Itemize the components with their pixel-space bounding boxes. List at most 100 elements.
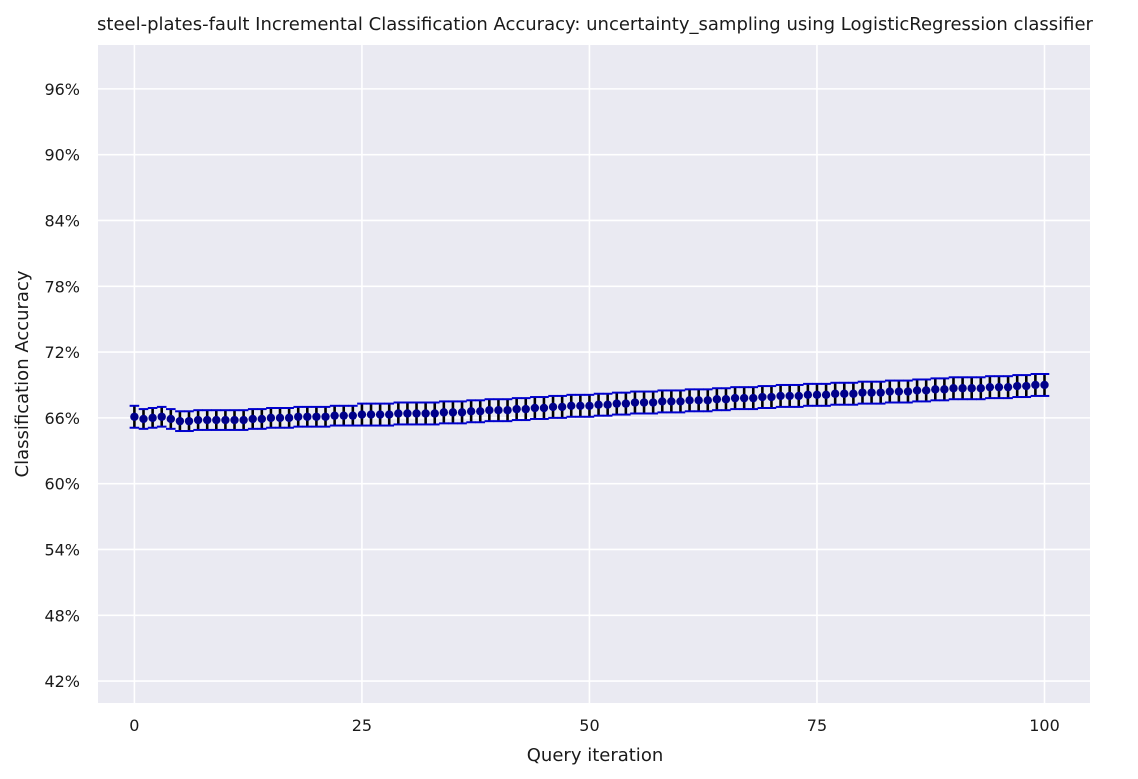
data-point	[221, 415, 230, 425]
data-point	[394, 409, 403, 418]
y-tick-label: 90%	[44, 146, 80, 165]
data-point	[412, 409, 421, 418]
data-point	[139, 414, 148, 424]
data-point	[785, 391, 794, 401]
data-point	[457, 408, 467, 417]
data-point	[503, 405, 512, 415]
data-point	[294, 412, 303, 421]
data-point	[621, 399, 631, 408]
data-point	[821, 390, 831, 400]
data-point	[703, 396, 712, 405]
data-point	[1022, 381, 1031, 391]
data-point	[985, 382, 995, 392]
data-point	[676, 397, 685, 406]
data-point	[421, 409, 430, 418]
data-point	[485, 405, 494, 415]
data-point	[193, 415, 203, 425]
data-point	[530, 403, 540, 413]
y-tick-label: 54%	[44, 540, 80, 559]
data-point	[648, 398, 658, 407]
data-point	[903, 387, 913, 396]
data-point	[275, 413, 285, 423]
data-point	[603, 400, 612, 409]
data-point	[184, 416, 194, 426]
data-point	[967, 384, 976, 393]
data-point	[476, 407, 485, 416]
data-point	[385, 410, 394, 419]
data-point	[284, 413, 294, 423]
chart-title: steel-plates-fault Incremental Classific…	[97, 14, 1094, 35]
data-point	[894, 387, 904, 396]
x-tick-label: 0	[129, 716, 139, 735]
data-point	[767, 392, 776, 402]
data-point	[776, 391, 785, 401]
data-point	[840, 389, 849, 398]
data-point	[921, 386, 931, 395]
data-point	[539, 403, 549, 413]
data-point	[567, 401, 576, 411]
data-point	[512, 404, 521, 414]
data-point	[830, 389, 840, 398]
data-point	[958, 384, 967, 393]
data-point	[230, 415, 239, 425]
data-point	[876, 388, 885, 397]
data-point	[366, 410, 376, 419]
data-point	[548, 402, 558, 412]
data-point	[403, 409, 412, 418]
data-point	[1031, 380, 1040, 390]
data-point	[976, 384, 985, 393]
data-point	[1003, 382, 1013, 392]
data-point	[612, 399, 621, 408]
data-point	[812, 390, 822, 400]
data-point	[130, 412, 139, 421]
data-point	[739, 393, 749, 403]
data-point	[667, 397, 676, 406]
data-point	[148, 413, 157, 423]
data-point	[940, 385, 949, 394]
data-point	[430, 409, 439, 418]
data-point	[494, 405, 503, 415]
data-point	[749, 393, 758, 403]
data-point	[721, 395, 731, 404]
x-axis-label: Query iteration	[527, 745, 663, 766]
y-tick-label: 84%	[44, 211, 80, 230]
data-point	[212, 415, 221, 425]
data-point	[348, 411, 358, 420]
data-point	[758, 392, 767, 402]
data-point	[312, 412, 321, 421]
data-point	[849, 389, 858, 398]
data-point	[239, 415, 248, 425]
plot-area	[98, 45, 1090, 703]
data-point	[912, 386, 922, 395]
data-point	[266, 413, 276, 423]
data-point	[576, 401, 585, 411]
data-point	[594, 400, 603, 409]
data-point	[630, 398, 640, 407]
data-point	[794, 391, 803, 401]
data-point	[157, 412, 166, 421]
data-point	[439, 408, 449, 417]
data-point	[694, 396, 703, 405]
data-point	[994, 382, 1004, 392]
data-point	[448, 408, 458, 417]
data-point	[357, 410, 367, 419]
data-point	[303, 412, 312, 421]
y-axis-label: Classification Accuracy	[12, 270, 33, 477]
data-point	[803, 390, 813, 400]
y-tick-label: 78%	[44, 277, 80, 296]
data-point	[730, 393, 740, 403]
data-point	[321, 412, 330, 421]
data-point	[685, 396, 694, 405]
data-point	[166, 414, 176, 424]
data-point	[639, 398, 649, 407]
data-point	[521, 404, 530, 414]
data-point	[330, 411, 339, 420]
x-tick-label: 25	[352, 716, 372, 735]
x-tick-label: 50	[579, 716, 599, 735]
data-point	[375, 410, 385, 419]
data-point	[885, 387, 894, 396]
data-point	[248, 414, 257, 424]
data-point	[712, 395, 722, 404]
y-tick-label: 66%	[44, 409, 80, 428]
